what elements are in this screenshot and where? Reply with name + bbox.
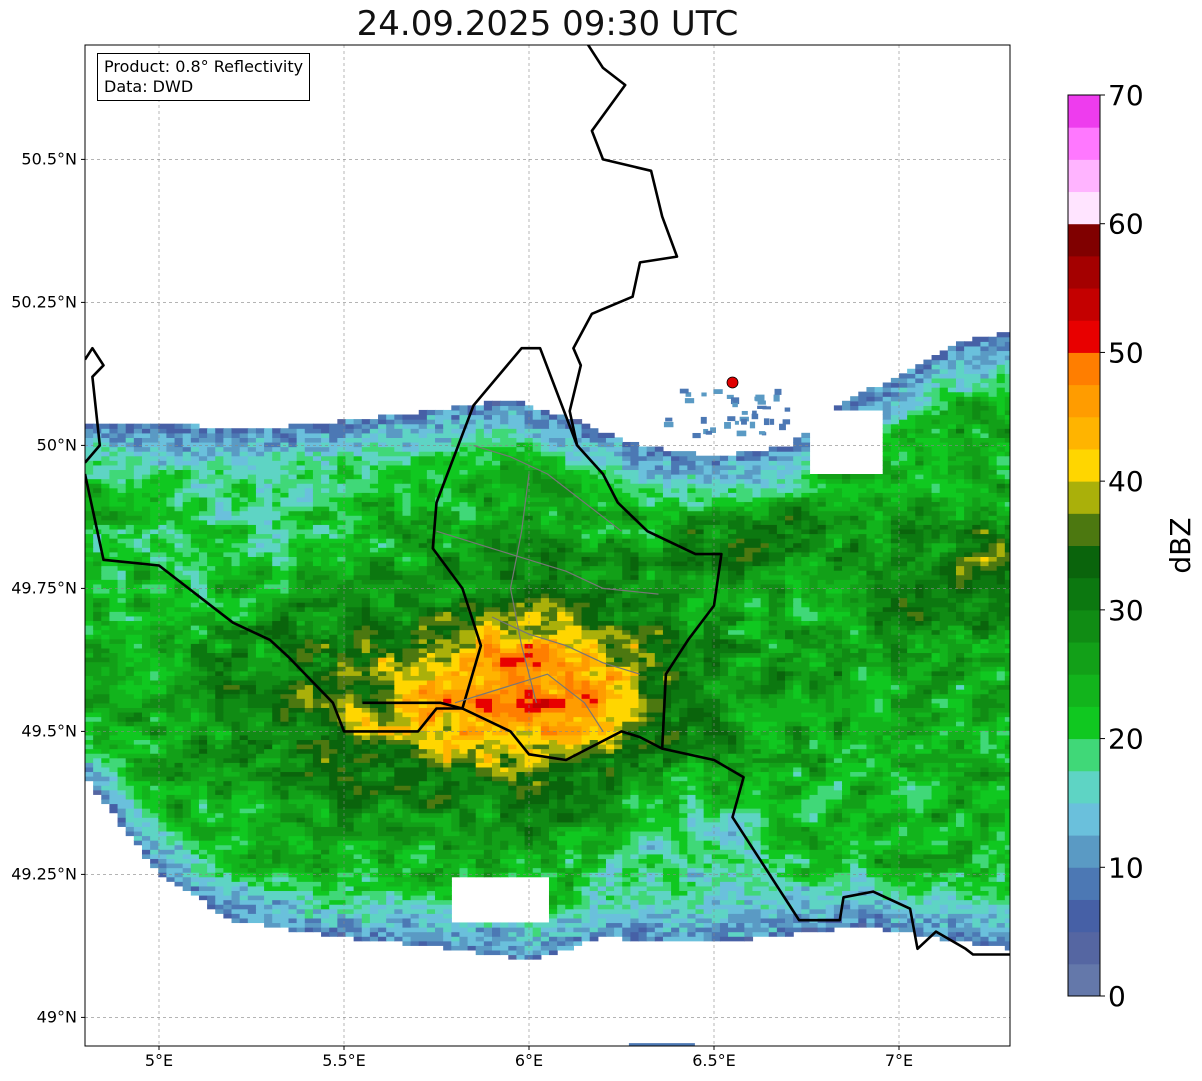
colorbar-segment (1068, 448, 1100, 482)
colorbar-label: dBZ (1164, 517, 1197, 573)
lat-tick-label: 50.5°N (21, 149, 77, 168)
colorbar-tick-label: 40 (1108, 465, 1144, 498)
colorbar-segment (1068, 159, 1100, 193)
map-title: 24.09.2025 09:30 UTC (356, 4, 739, 44)
lon-tick-label: 5.5°E (322, 1051, 366, 1070)
colorbar-segment (1068, 770, 1100, 804)
colorbar-segment (1068, 513, 1100, 546)
lat-tick-label: 50.25°N (11, 292, 77, 311)
lon-tick-label: 7°E (885, 1051, 913, 1070)
colorbar-segment (1068, 931, 1100, 965)
colorbar-segment (1068, 867, 1100, 900)
colorbar-segment (1068, 481, 1100, 514)
product-label: Product: 0.8° Reflectivity (104, 57, 304, 76)
colorbar-frame (1067, 94, 1101, 997)
lon-tick-label: 5°E (145, 1051, 173, 1070)
lon-tick-label: 6.5°E (692, 1051, 736, 1070)
border-lu-be (362, 346, 579, 710)
colorbar-segment (1068, 191, 1100, 225)
colorbar-segment (1068, 738, 1100, 772)
colorbar-tick-label: 10 (1108, 851, 1144, 884)
colorbar-tick-label: 20 (1108, 723, 1144, 756)
colorbar-segment (1068, 642, 1100, 675)
colorbar-segment (1068, 288, 1100, 321)
colorbar-segment (1068, 127, 1100, 160)
admin-boundary (454, 673, 604, 732)
colorbar-segment (1068, 609, 1100, 643)
colorbar-segment (1068, 706, 1100, 740)
lon-tick-label: 6°E (515, 1051, 543, 1070)
admin-boundary (436, 530, 659, 595)
lat-tick-label: 49.5°N (21, 721, 77, 740)
colorbar-segment (1068, 95, 1100, 128)
colorbar-segment (1068, 577, 1100, 611)
colorbar-segment (1068, 255, 1100, 289)
colorbar-segment (1068, 223, 1100, 257)
border-fr-de (661, 747, 1010, 956)
colorbar-segment (1068, 320, 1100, 353)
colorbar-segment (1068, 963, 1100, 997)
colorbar-segment (1068, 352, 1100, 386)
colorbar-tick-label: 70 (1108, 79, 1144, 112)
country-borders (85, 45, 1010, 956)
border-be-fr-west (85, 346, 105, 464)
colorbar-segment (1068, 384, 1100, 418)
colorbar-segment (1068, 899, 1100, 933)
lat-tick-label: 49°N (37, 1007, 77, 1026)
lat-tick-label: 50°N (37, 435, 77, 454)
admin-boundary (491, 616, 641, 675)
colorbar-segment (1068, 545, 1100, 579)
colorbar-tick-label: 60 (1108, 208, 1144, 241)
info-box: Product: 0.8° Reflectivity Data: DWD (97, 53, 311, 101)
colorbar: 0 10 20 30 40 50 60 70 dBZ (1067, 79, 1197, 1013)
admin-boundary (509, 473, 537, 703)
colorbar-tick-label: 50 (1108, 336, 1144, 369)
colorbar-segment (1068, 835, 1100, 868)
plot-frame (84, 44, 1011, 1047)
admin-boundary (473, 444, 622, 532)
colorbar-tick-label: 0 (1108, 980, 1126, 1013)
reflectivity-field (85, 332, 1010, 1046)
data-source-label: Data: DWD (104, 77, 194, 96)
radar-site-marker (726, 376, 739, 389)
colorbar-segment (1068, 416, 1100, 450)
colorbar-segment (1068, 674, 1100, 707)
colorbar-tick-label: 30 (1108, 594, 1144, 627)
lat-tick-label: 49.25°N (11, 864, 77, 883)
map-grid (85, 45, 1010, 1046)
border-be-fr-lu-de (85, 45, 723, 762)
colorbar-segment (1068, 802, 1100, 836)
lat-tick-label: 49.75°N (11, 578, 77, 597)
